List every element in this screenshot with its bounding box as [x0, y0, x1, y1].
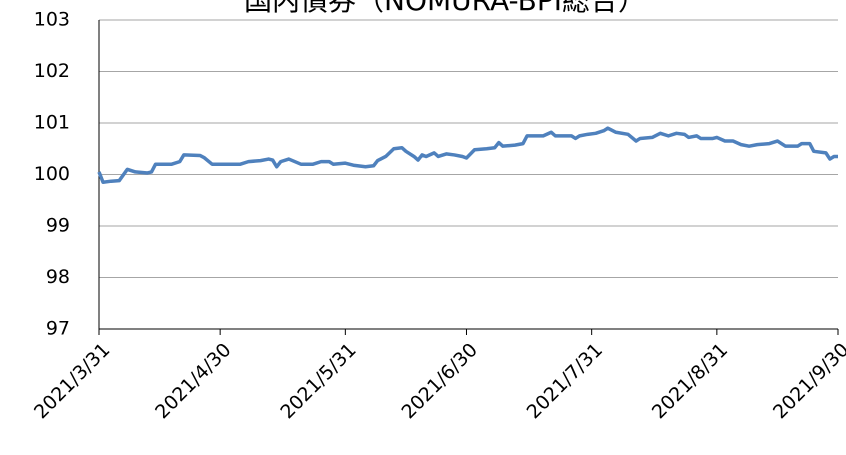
- x-tick-label: 2021/8/31: [648, 339, 732, 423]
- x-tick-label: 2021/4/30: [151, 339, 235, 423]
- line-series: [97, 126, 838, 184]
- x-tick-label: 2021/7/31: [523, 339, 607, 423]
- y-tick-label: 100: [34, 163, 70, 185]
- y-tick-label: 103: [34, 9, 70, 31]
- chart-title: 国内債券（NOMURA-BPI総合）: [244, 0, 646, 17]
- x-tick-label: 2021/6/30: [397, 339, 481, 423]
- x-tick-label: 2021/5/31: [276, 339, 360, 423]
- x-tick-label: 2021/3/31: [30, 339, 114, 423]
- y-tick-label: 101: [34, 112, 70, 134]
- y-tick-label: 98: [46, 266, 70, 288]
- y-tick-label: 99: [46, 215, 70, 237]
- y-tick-label: 102: [34, 60, 70, 82]
- x-tick-label: 2021/9/30: [769, 339, 846, 423]
- y-tick-label: 97: [46, 318, 70, 340]
